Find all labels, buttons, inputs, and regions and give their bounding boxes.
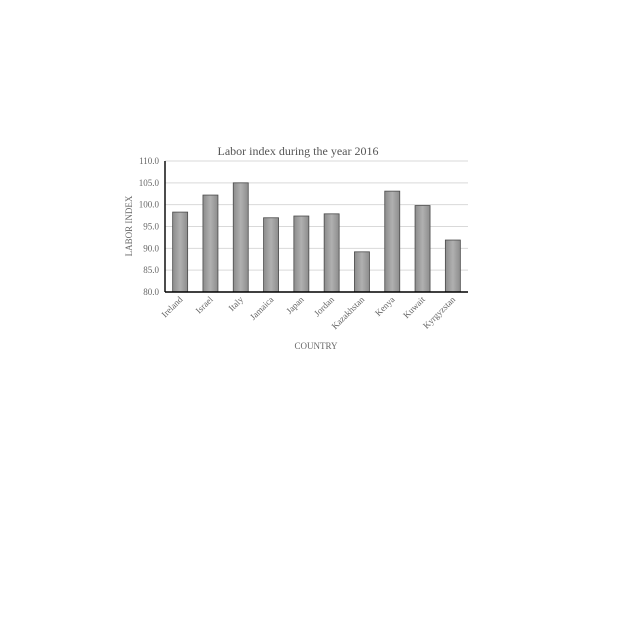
- bar: [232, 182, 249, 293]
- bar: [384, 190, 401, 293]
- y-tick-labels: 80.0 85.0 90.0 95.0 100.0 105.0 110.0: [139, 156, 160, 297]
- bar: [293, 215, 310, 293]
- x-tick-label: Kazakhstan: [330, 294, 367, 331]
- x-tick-label: Kuwait: [401, 294, 427, 320]
- x-axis-label: COUNTRY: [294, 341, 338, 351]
- x-tick-label: Jordan: [312, 294, 336, 318]
- chart-title: Labor index during the year 2016: [218, 144, 379, 158]
- y-tick-label: 85.0: [143, 265, 159, 275]
- bars: [172, 182, 461, 293]
- y-tick-label: 80.0: [143, 287, 159, 297]
- x-tick-labels: Ireland Israel Italy Jamaica Japan JordanKaza…: [159, 294, 457, 331]
- bar: [323, 213, 340, 293]
- bar: [444, 239, 461, 293]
- x-tick-label: Japan: [284, 294, 306, 316]
- y-tick-label: 90.0: [143, 243, 159, 253]
- y-tick-label: 105.0: [139, 178, 160, 188]
- x-tick-label: Kenya: [373, 294, 397, 318]
- y-axis-label: LABOR INDEX: [124, 195, 134, 256]
- bar: [414, 205, 431, 293]
- x-tick-label: Israel: [194, 294, 216, 316]
- bar: [263, 217, 279, 293]
- x-tick-label: Ireland: [159, 294, 184, 319]
- y-tick-label: 95.0: [143, 222, 159, 232]
- bar: [172, 211, 189, 293]
- y-tick-label: 110.0: [139, 156, 159, 166]
- x-tick-label: Kyrgyzstan: [421, 294, 458, 331]
- x-tick-label: Italy: [226, 294, 245, 313]
- x-tick-label: Jamaica: [248, 294, 276, 322]
- bar: [354, 251, 370, 293]
- y-tick-label: 100.0: [139, 200, 160, 210]
- bar: [202, 194, 219, 293]
